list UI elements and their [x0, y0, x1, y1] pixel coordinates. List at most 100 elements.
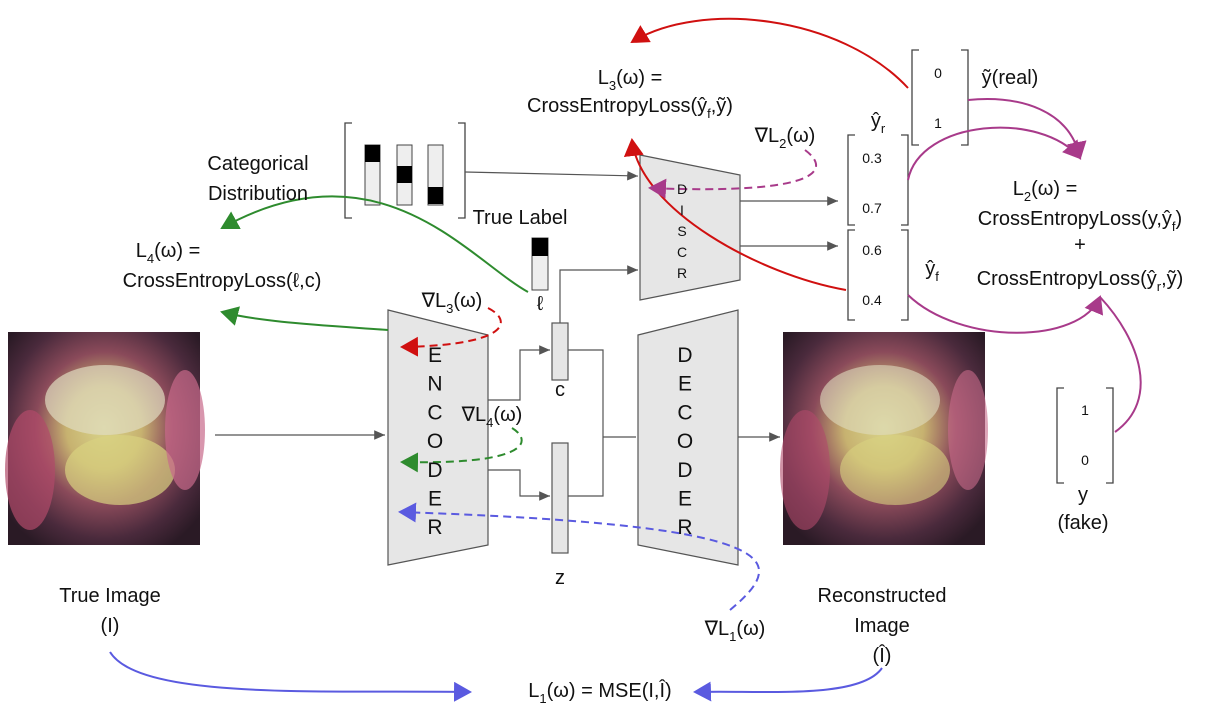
text-part: ŷ: [871, 110, 881, 132]
l1-loss: L1(ω) = MSE(I,Î): [528, 679, 671, 706]
page: { "categorical_distribution": ["Categori…: [0, 0, 1215, 709]
subscript: 3: [609, 78, 616, 93]
decoder-letter: C: [677, 401, 692, 424]
discr-letter: S: [677, 223, 686, 239]
prob-value: 0.6: [862, 242, 882, 258]
latent-z: z: [555, 567, 565, 589]
encoder-letter: N: [427, 373, 442, 396]
prob-value: 0.4: [862, 292, 882, 308]
l4-loss: CrossEntropyLoss(ℓ,c): [123, 270, 322, 292]
text-part: (ω) = MSE(I,Î): [547, 679, 672, 702]
true-label-symbol: ℓ: [537, 293, 544, 315]
subscript: 4: [486, 415, 493, 430]
text-part: ∇L: [421, 290, 447, 312]
true-label-vector: [532, 238, 548, 290]
gradient-label: ∇L1(ω): [704, 618, 766, 644]
text-part: CrossEntropyLoss(ŷ: [527, 95, 707, 117]
text-part: ∇L: [754, 125, 780, 147]
true-image-label: True Image: [59, 585, 161, 607]
target-fake-label: y: [1078, 484, 1088, 506]
latent-c: c: [555, 379, 565, 401]
decoder-letter: O: [677, 430, 693, 453]
subscript: 1: [729, 629, 736, 644]
encoder-letter: D: [427, 459, 442, 482]
subscript: 4: [147, 251, 154, 266]
decoder-letter: E: [678, 488, 692, 511]
target-real-label: ỹ(real): [982, 67, 1039, 89]
discr-letter: I: [680, 202, 684, 218]
text-part: ŷ: [925, 258, 935, 280]
text-part: L: [136, 240, 147, 262]
text-part: ,ỹ): [711, 95, 733, 117]
reconstructed-label: Reconstructed: [818, 585, 947, 607]
text-part: (ω) =: [154, 240, 200, 262]
encoder-letter: E: [428, 344, 442, 367]
encoder-letter: E: [428, 488, 442, 511]
subscript: 2: [1024, 189, 1031, 204]
prob-value: 0.7: [862, 200, 882, 216]
l2-loss: +: [1074, 234, 1086, 256]
l2-loss: CrossEntropyLoss(ŷr,ỹ): [977, 268, 1184, 294]
text-part: +: [1074, 234, 1086, 256]
subscript: 1: [539, 691, 546, 706]
text-part: ): [1176, 208, 1183, 230]
true-image: [5, 332, 205, 545]
target-value: 1: [934, 115, 942, 131]
discr-letter: C: [677, 244, 687, 260]
categorical-label: Categorical: [207, 153, 308, 175]
text-part: (ω) =: [1031, 178, 1077, 200]
text-part: CrossEntropyLoss(y,ŷ: [978, 208, 1172, 230]
decoder-letter: E: [678, 373, 692, 396]
decoder-letter: D: [677, 459, 692, 482]
subscript: 2: [779, 136, 786, 151]
text-part: (ω): [493, 404, 522, 426]
categorical-label: Distribution: [208, 183, 308, 205]
l3-loss: CrossEntropyLoss(ŷf,ỹ): [527, 95, 733, 121]
decoder-letter: R: [677, 516, 692, 539]
text-part: (ω) =: [616, 67, 662, 89]
l4-loss: L4(ω) =: [136, 240, 201, 266]
encoder-letter: O: [427, 430, 443, 453]
target-value: 0: [934, 65, 942, 81]
pred-real-label: ŷr: [871, 110, 886, 136]
target-value: 1: [1081, 402, 1089, 418]
text-part: L: [598, 67, 609, 89]
decoder-letter: D: [677, 344, 692, 367]
target-value: 0: [1081, 452, 1089, 468]
c-vector: [552, 323, 568, 380]
true-label-title: True Label: [473, 207, 568, 229]
l2-loss: L2(ω) =: [1013, 178, 1078, 204]
true-image-label: (I): [101, 615, 120, 637]
text-part: L: [528, 680, 539, 702]
target-fake-label: (fake): [1057, 512, 1108, 534]
text-part: CrossEntropyLoss(ℓ,c): [123, 270, 322, 292]
z-vector: [552, 443, 568, 553]
text-part: L: [1013, 178, 1024, 200]
text-part: ,ỹ): [1161, 268, 1183, 290]
subscript: r: [881, 121, 886, 136]
text-part: ∇L: [704, 618, 730, 640]
text-part: ∇L: [461, 404, 487, 426]
reconstructed-label: Image: [854, 615, 910, 637]
prob-value: 0.3: [862, 150, 882, 166]
text-part: CrossEntropyLoss(ŷ: [977, 268, 1157, 290]
reconstructed-label: (Î): [873, 644, 892, 667]
pred-fake-label: ŷf: [925, 258, 939, 284]
discr-letter: D: [677, 181, 687, 197]
gradient-label: ∇L3(ω): [421, 290, 483, 316]
l3-loss: L3(ω) =: [598, 67, 663, 93]
encoder-letter: C: [427, 401, 442, 424]
diagram: Categorical Distribution True Label ℓ c …: [0, 0, 1215, 709]
subscript: 3: [446, 301, 453, 316]
encoder-letter: R: [427, 516, 442, 539]
categorical-samples: [345, 123, 465, 218]
text-part: (ω): [453, 290, 482, 312]
subscript: f: [935, 269, 939, 284]
discr-letter: R: [677, 265, 687, 281]
l2-loss: CrossEntropyLoss(y,ŷf): [978, 208, 1182, 234]
text-part: (ω): [736, 618, 765, 640]
loss-flows: [110, 19, 1141, 692]
gradient-label: ∇L2(ω): [754, 125, 816, 151]
reconstructed-image: [780, 332, 988, 545]
text-part: (ω): [786, 125, 815, 147]
